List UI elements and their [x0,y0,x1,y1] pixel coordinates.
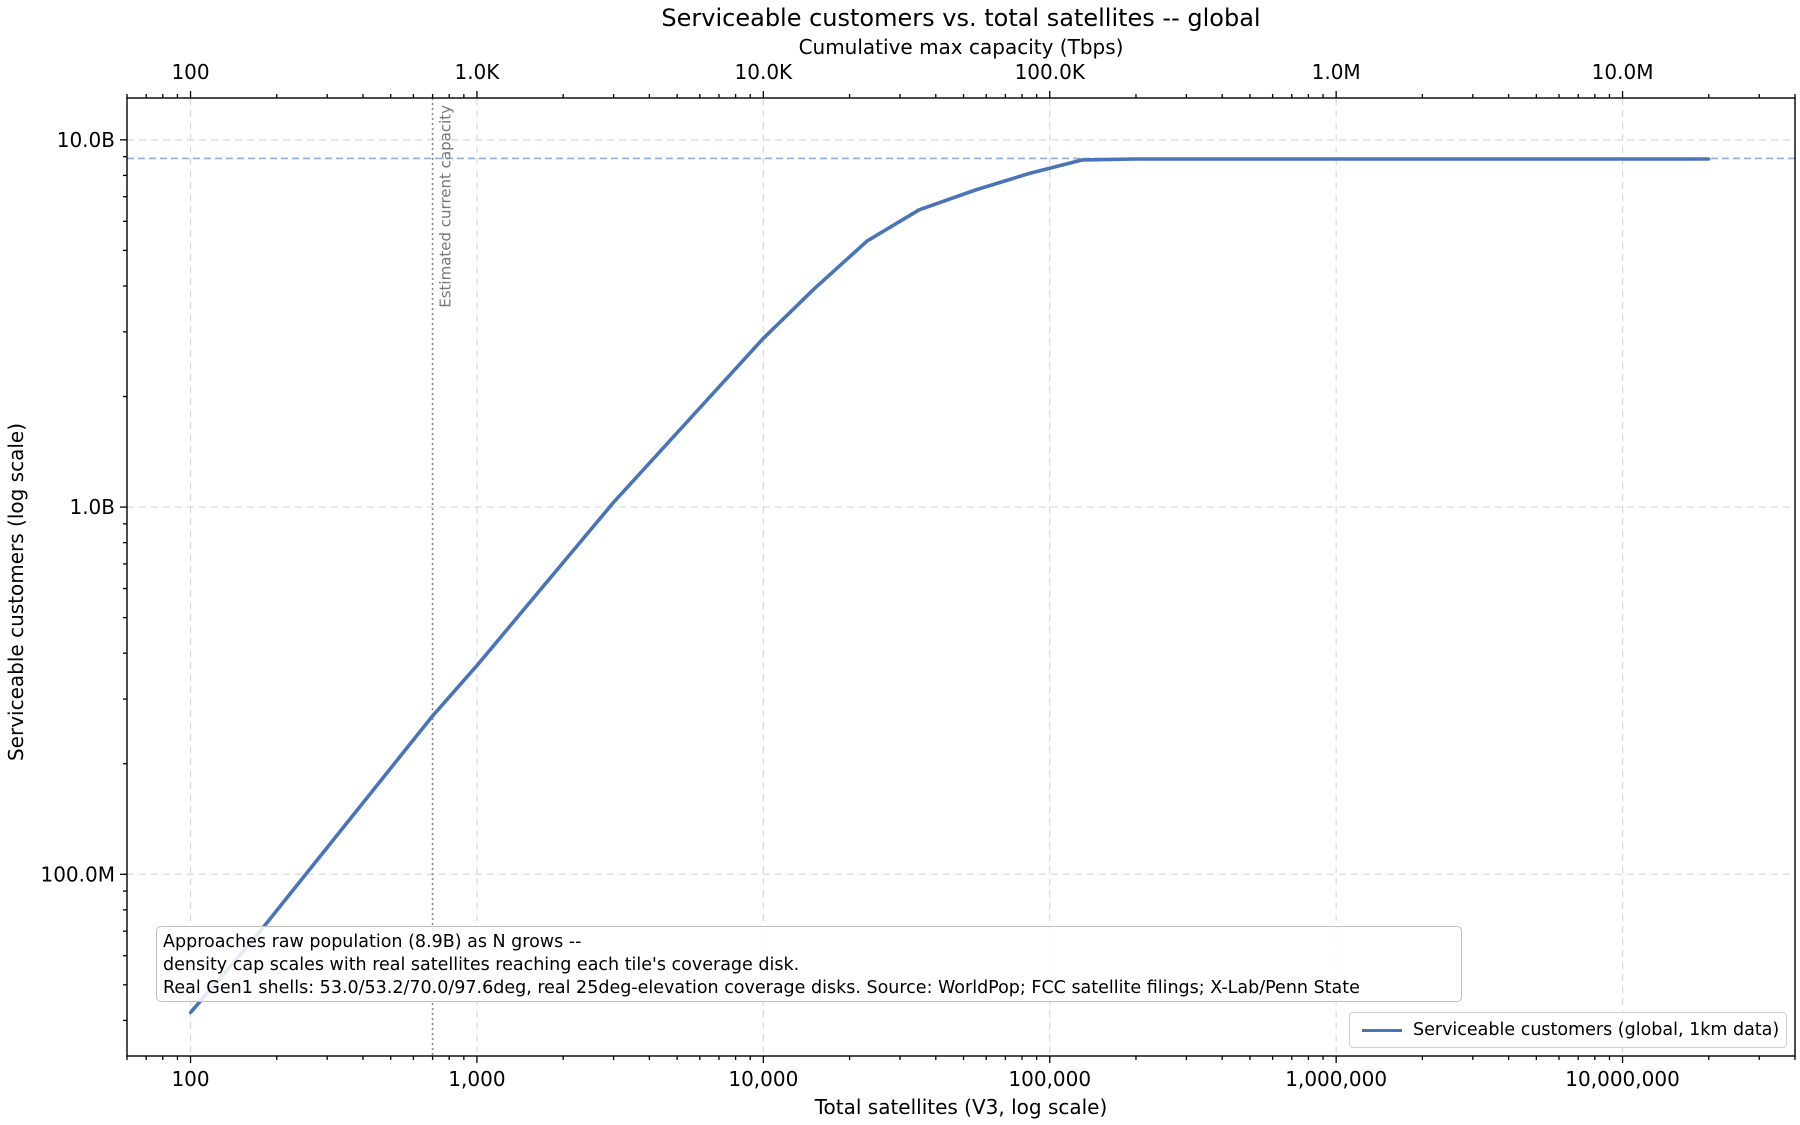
data-point [865,239,869,243]
data-point [1027,171,1032,176]
data-point [1334,157,1338,161]
reference-lines: Estimated current capacity [127,98,1795,1056]
x-tick-label: 1,000,000 [1285,1067,1387,1091]
chart-title: Serviceable customers vs. total satellit… [661,4,1260,32]
plot-frame [126,97,1796,1057]
annotation-line-3: Real Gen1 shells: 53.0/53.2/70.0/97.6deg… [163,978,1360,998]
data-point [188,1011,193,1015]
top-tick-label: 10.0K [735,60,794,84]
x-axis-label: Total satellites (V3, log scale) [814,1095,1108,1119]
top-tick-label: 100.0K [1015,60,1086,84]
data-point [475,664,479,668]
annotation-line-2: density cap scales with real satellites … [163,955,800,975]
y-tick-label: 100.0M [40,862,115,886]
data-point [430,714,435,718]
x-tick-label: 100,000 [1008,1067,1091,1091]
top-tick-label: 100 [171,60,209,84]
series-line [189,157,1709,1014]
data-point [973,188,977,192]
y-axis-label: Serviceable customers (log scale) [4,423,28,761]
data-point [611,500,616,504]
y-tick-label: 10.0B [57,128,115,152]
annotation-box: Approaches raw population (8.9B) as N gr… [156,926,1462,1002]
legend-swatch [1362,1028,1402,1032]
grid [127,98,1795,1056]
data-point [1707,157,1711,161]
top-axis-label: Cumulative max capacity (Tbps) [799,35,1124,59]
x-tick-label: 1,000 [448,1067,505,1091]
data-point [812,287,816,291]
top-tick-label: 1.0K [454,60,500,84]
x-tick-label: 100 [171,1067,209,1091]
data-point [1080,158,1084,162]
x-tick-label: 10,000 [728,1067,798,1091]
series-layer [188,157,1711,1015]
top-tick-label: 10.0M [1592,60,1654,84]
x-tick-label: 10,000,000 [1565,1067,1680,1091]
ticks: 100 1,000 10,000 100,000 1,000,000 10,000,000… [40,60,1796,1091]
legend-label: Serviceable customers (global, 1km data) [1413,1020,1780,1040]
annotation-line-1: Approaches raw population (8.9B) as N gr… [163,932,582,952]
top-tick-label: 1.0M [1312,60,1361,84]
data-point [917,208,921,212]
data-point [761,336,765,340]
y-tick-label: 1.0B [69,495,115,519]
legend: Serviceable customers (global, 1km data) [1349,1012,1787,1048]
current-capacity-label: Estimated current capacity [437,105,455,308]
data-point [1134,157,1138,161]
